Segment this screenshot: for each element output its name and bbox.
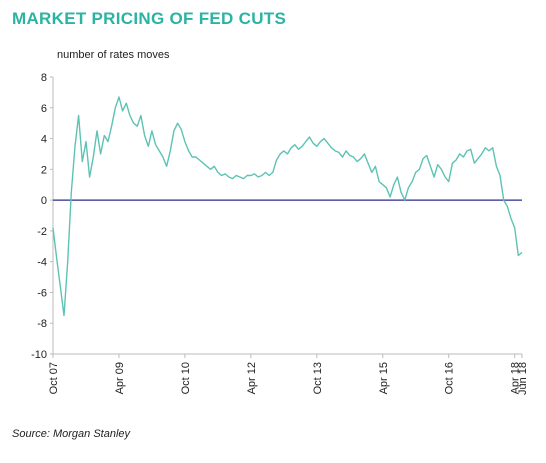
y-tick-label: 6 bbox=[41, 103, 47, 115]
x-tick-label: Apr 09 bbox=[114, 362, 126, 394]
y-tick-label: 0 bbox=[41, 195, 47, 207]
series-line bbox=[52, 96, 523, 317]
x-tick-label: Oct 10 bbox=[180, 362, 192, 394]
y-tick-label: -2 bbox=[37, 226, 47, 238]
x-axis-ticks: Oct 07 Apr 09 Oct 10 Apr 12 Oct 13 Apr 15 Oct … bbox=[48, 354, 529, 395]
x-tick-label: Jun 18 bbox=[517, 362, 529, 395]
y-tick-label: -6 bbox=[37, 287, 47, 299]
y-tick-label: 4 bbox=[41, 134, 47, 146]
x-tick-label: Oct 13 bbox=[312, 362, 324, 394]
y-tick-label: -8 bbox=[37, 318, 47, 330]
y-tick-label: -4 bbox=[37, 257, 47, 269]
x-tick-label: Apr 18 bbox=[510, 362, 522, 394]
x-tick-label: Apr 15 bbox=[378, 362, 390, 394]
y-tick-label: 2 bbox=[41, 164, 47, 176]
y-axis-ticks: 8 6 4 2 0 -2 -4 -6 -8 -10 bbox=[31, 72, 53, 361]
y-tick-label: 8 bbox=[41, 72, 47, 84]
y-axis-label: number of rates moves bbox=[57, 49, 170, 61]
x-tick-label: Apr 12 bbox=[246, 362, 258, 394]
x-tick-label: Oct 16 bbox=[444, 362, 456, 394]
x-tick-label: Oct 07 bbox=[48, 362, 60, 394]
y-tick-label: -10 bbox=[31, 349, 47, 361]
chart-title: MARKET PRICING OF FED CUTS bbox=[12, 9, 287, 28]
source-note: Source: Morgan Stanley bbox=[12, 428, 131, 440]
